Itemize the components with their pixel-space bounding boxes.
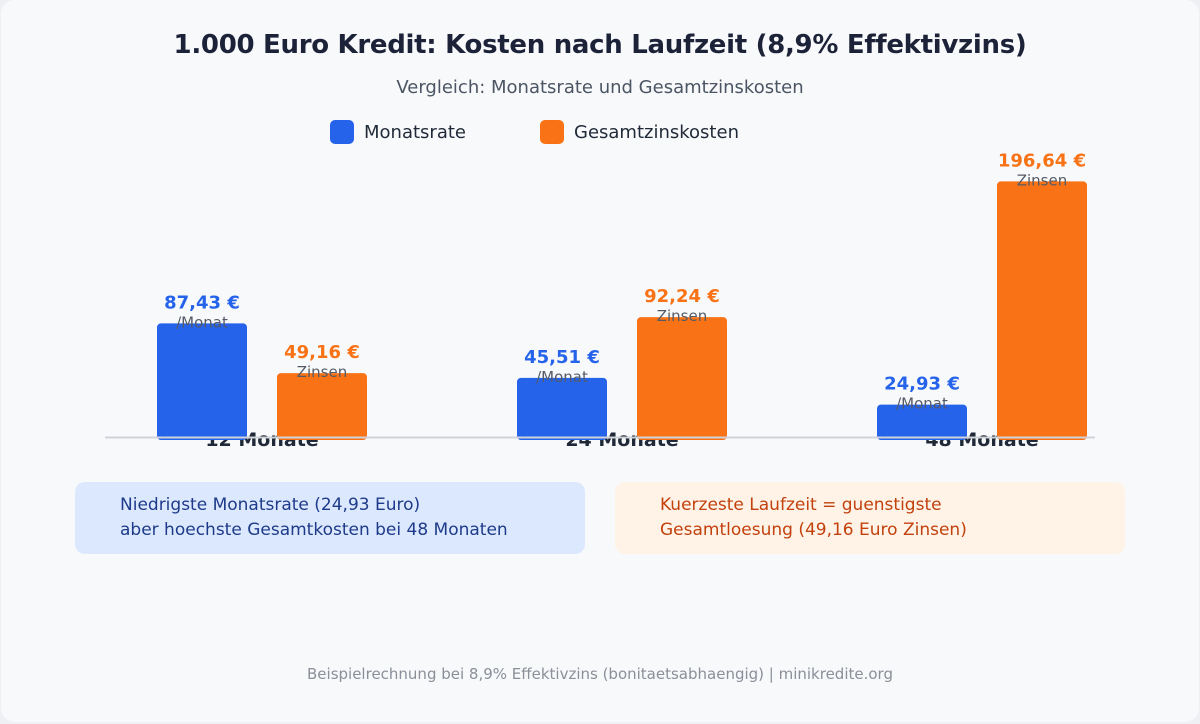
data-label-value: 45,51 € (524, 347, 600, 368)
note-shortest-term-line1: Kuerzeste Laufzeit = guenstigste (660, 495, 942, 515)
footer-source: Beispielrechnung bei 8,9% Effektivzins (… (307, 665, 893, 683)
note-shortest-term: Kuerzeste Laufzeit = guenstigste Gesamtl… (615, 482, 1125, 554)
data-label-value: 49,16 € (284, 342, 360, 363)
bar-monatsrate (517, 377, 607, 440)
legend-gesamtzinskosten: Gesamtzinskosten (540, 119, 739, 145)
bar-gesamtzinskosten (997, 181, 1087, 441)
note-shortest-term-line2: Gesamtloesung (49,16 Euro Zinsen) (660, 520, 967, 540)
data-label-unit: Zinsen (657, 307, 708, 325)
legend-label-monatsrate: Monatsrate (364, 121, 466, 143)
bar-monatsrate (157, 323, 247, 440)
chart-title: 1.000 Euro Kredit: Kosten nach Laufzeit … (173, 30, 1027, 60)
legend-swatch-gesamtzinskosten (540, 120, 564, 144)
data-label-unit: Zinsen (1017, 171, 1068, 189)
data-label-unit: /Monat (536, 368, 588, 386)
data-label-unit: Zinsen (297, 363, 348, 381)
legend-label-gesamtzinskosten: Gesamtzinskosten (574, 121, 739, 143)
data-label-unit: /Monat (176, 313, 228, 331)
note-lowest-rate-line1: Niedrigste Monatsrate (24,93 Euro) (120, 495, 421, 515)
bar-gesamtzinskosten (637, 317, 727, 440)
data-label-value: 24,93 € (884, 374, 960, 395)
bar-gesamtzinskosten (277, 373, 367, 440)
data-label-value: 92,24 € (644, 286, 720, 307)
legend-swatch-monatsrate (330, 120, 354, 144)
bar-monatsrate (877, 404, 967, 440)
legend-monatsrate: Monatsrate (330, 119, 466, 145)
data-label-unit: /Monat (896, 395, 948, 413)
data-label-value: 196,64 € (998, 150, 1086, 171)
chart-subtitle: Vergleich: Monatsrate und Gesamtzinskost… (396, 77, 804, 98)
data-label-value: 87,43 € (164, 292, 240, 313)
note-lowest-rate: Niedrigste Monatsrate (24,93 Euro) aber … (75, 482, 585, 554)
note-lowest-rate-line2: aber hoechste Gesamtkosten bei 48 Monate… (120, 520, 508, 540)
